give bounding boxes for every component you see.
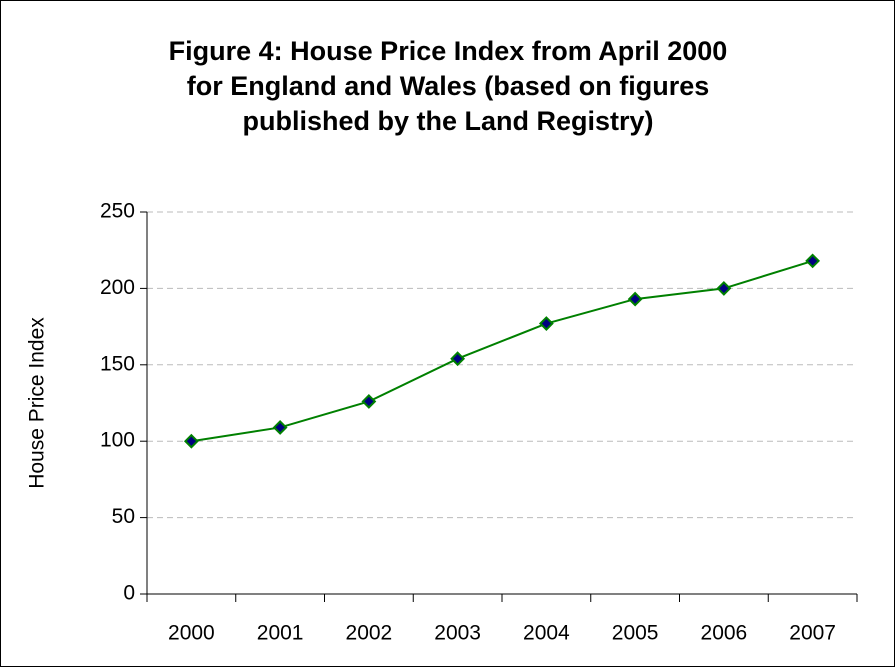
data-point xyxy=(716,280,732,296)
y-tick-label: 0 xyxy=(123,582,135,605)
x-tick-label: 2001 xyxy=(257,622,304,645)
y-tick-label: 100 xyxy=(100,429,135,452)
data-point xyxy=(450,351,466,367)
x-tick-label: 2000 xyxy=(168,622,215,645)
y-tick-label: 50 xyxy=(112,505,135,528)
data-point xyxy=(538,316,554,331)
data-point xyxy=(627,291,643,307)
y-axis-label: House Price Index xyxy=(26,317,49,489)
chart-title: Figure 4: House Price Index from April 2… xyxy=(168,36,728,136)
x-tick-label: 2005 xyxy=(612,622,659,645)
x-tick-label: 2003 xyxy=(434,622,481,645)
x-tick-label: 2007 xyxy=(789,622,836,645)
y-tick-label: 150 xyxy=(100,352,135,375)
data-point xyxy=(361,394,377,409)
x-tick-label: 2006 xyxy=(701,622,748,645)
x-tick-label: 2004 xyxy=(523,622,570,645)
y-tick-label: 250 xyxy=(100,200,135,223)
data-point xyxy=(272,420,288,435)
x-tick-label: 2002 xyxy=(346,622,393,645)
series-line xyxy=(191,259,813,443)
data-point xyxy=(183,433,199,449)
data-point xyxy=(805,253,821,269)
y-tick-label: 200 xyxy=(100,276,135,299)
